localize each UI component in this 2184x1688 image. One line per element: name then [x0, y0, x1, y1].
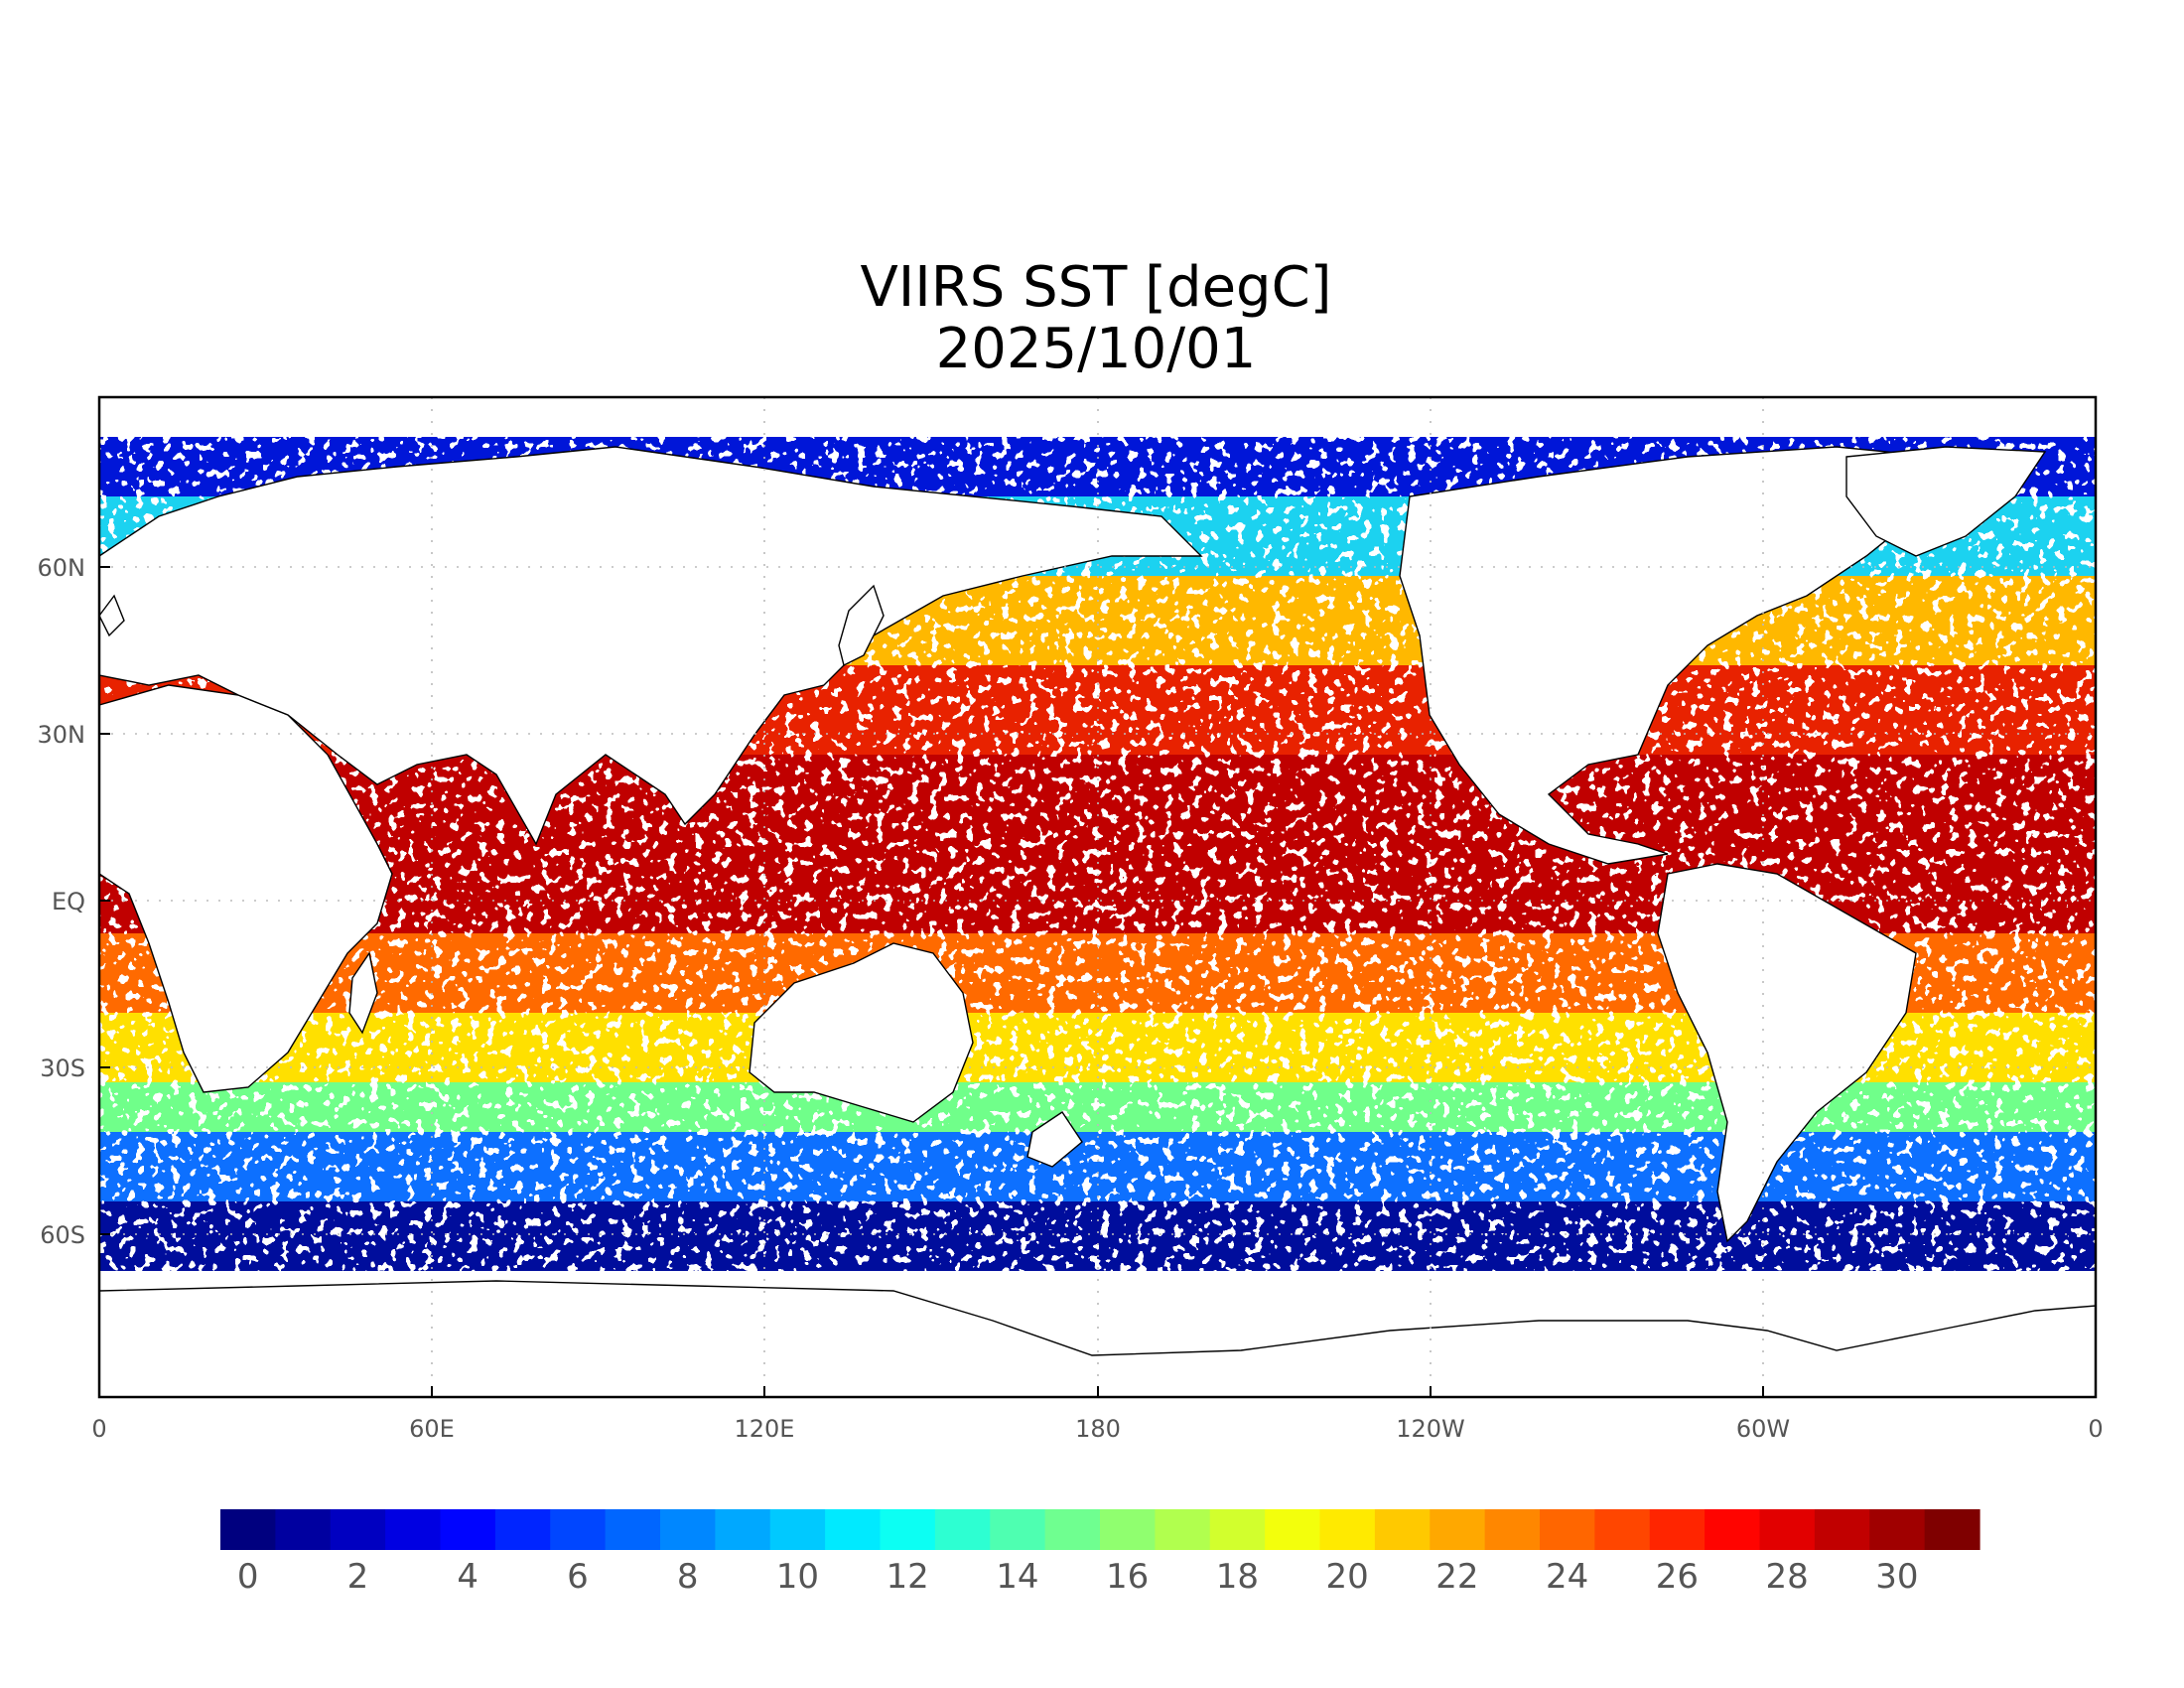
colorbar-cell [1209, 1509, 1266, 1550]
y-tick-label: 60S [40, 1221, 85, 1249]
colorbar-label: 0 [237, 1557, 259, 1597]
colorbar-cell [1705, 1509, 1761, 1550]
colorbar-label: 8 [677, 1557, 699, 1597]
x-tick-label: 0 [2088, 1415, 2103, 1443]
colorbar-cell [1814, 1509, 1870, 1550]
x-tick-label: 0 [91, 1415, 106, 1443]
colorbar-label: 20 [1326, 1557, 1369, 1597]
colorbar-label: 16 [1106, 1557, 1149, 1597]
land-eurasia [98, 446, 1203, 846]
colorbar-cell [1044, 1509, 1101, 1550]
colorbar-cell [1759, 1509, 1816, 1550]
colorbar-label: 6 [567, 1557, 589, 1597]
colorbar-cell [605, 1509, 661, 1550]
colorbar-cell [1319, 1509, 1376, 1550]
colorbar-cell [550, 1509, 607, 1550]
colorbar-cell [1924, 1509, 1980, 1550]
colorbar-label: 28 [1766, 1557, 1809, 1597]
map-title: VIIRS SST [degC] [860, 255, 1331, 320]
colorbar-cell [1265, 1509, 1321, 1550]
colorbar-cell [275, 1509, 332, 1550]
colorbar-cell [440, 1509, 496, 1550]
colorbar-cell [1649, 1509, 1706, 1550]
colorbar-cell [715, 1509, 771, 1550]
y-tick-label: 60N [38, 554, 86, 582]
x-tick-label: 60E [409, 1415, 455, 1443]
colorbar-labels: 0 2 4 6 8 10 12 14 16 18 20 22 24 26 28 30 [237, 1557, 1919, 1597]
land-uk [98, 594, 125, 637]
colorbar-cells [220, 1509, 1980, 1550]
x-tick-label: 60W [1736, 1415, 1790, 1443]
map-area: 0 60E 120E 180 120W 60W 0 60N 30N EQ 30S… [38, 395, 2104, 1443]
colorbar-label: 12 [887, 1557, 929, 1597]
colorbar-cell [769, 1509, 826, 1550]
colorbar-cell [1484, 1509, 1541, 1550]
colorbar-cell [385, 1509, 442, 1550]
colorbar-cell [494, 1509, 551, 1550]
colorbar-cell [825, 1509, 882, 1550]
colorbar-cell [220, 1509, 276, 1550]
sst-band-subpolar-south [99, 1132, 2096, 1201]
colorbar-cell [660, 1509, 716, 1550]
x-tick-label: 120E [735, 1415, 795, 1443]
colorbar-label: 14 [996, 1557, 1038, 1597]
sst-band-antarctic [99, 1201, 2096, 1271]
land-australia [749, 942, 974, 1123]
colorbar: 0 2 4 6 8 10 12 14 16 18 20 22 24 26 28 30 [220, 1509, 1980, 1597]
colorbar-label: 30 [1875, 1557, 1918, 1597]
y-tick-label: 30N [38, 721, 86, 749]
colorbar-cell [1155, 1509, 1211, 1550]
land-greenland [1845, 446, 2047, 557]
colorbar-label: 2 [347, 1557, 369, 1597]
colorbar-cell [1100, 1509, 1156, 1550]
colorbar-cell [934, 1509, 991, 1550]
x-axis-labels: 0 60E 120E 180 120W 60W 0 [91, 1415, 2103, 1443]
colorbar-label: 26 [1656, 1557, 1699, 1597]
colorbar-cell [1869, 1509, 1926, 1550]
colorbar-cell [330, 1509, 386, 1550]
y-tick-label: EQ [52, 888, 85, 915]
y-axis-labels: 60N 30N EQ 30S 60S [38, 554, 86, 1249]
land-masses [98, 446, 2097, 1398]
x-tick-label: 180 [1075, 1415, 1121, 1443]
land-south-america [1657, 863, 1917, 1243]
colorbar-label: 18 [1216, 1557, 1259, 1597]
colorbar-cell [990, 1509, 1046, 1550]
colorbar-cell [1430, 1509, 1486, 1550]
map-date: 2025/10/01 [936, 317, 1257, 381]
land-new-zealand [1026, 1111, 1083, 1168]
colorbar-label: 10 [776, 1557, 819, 1597]
x-tick-label: 120W [1396, 1415, 1465, 1443]
colorbar-cell [1594, 1509, 1651, 1550]
colorbar-label: 22 [1435, 1557, 1478, 1597]
land-japan [838, 584, 885, 667]
colorbar-label: 4 [457, 1557, 478, 1597]
land-madagascar [348, 951, 378, 1035]
colorbar-cell [1540, 1509, 1595, 1550]
colorbar-label: 24 [1546, 1557, 1588, 1597]
y-tick-label: 30S [40, 1055, 85, 1082]
colorbar-cell [880, 1509, 936, 1550]
tick-marks [98, 566, 2097, 1397]
colorbar-cell [1374, 1509, 1431, 1550]
